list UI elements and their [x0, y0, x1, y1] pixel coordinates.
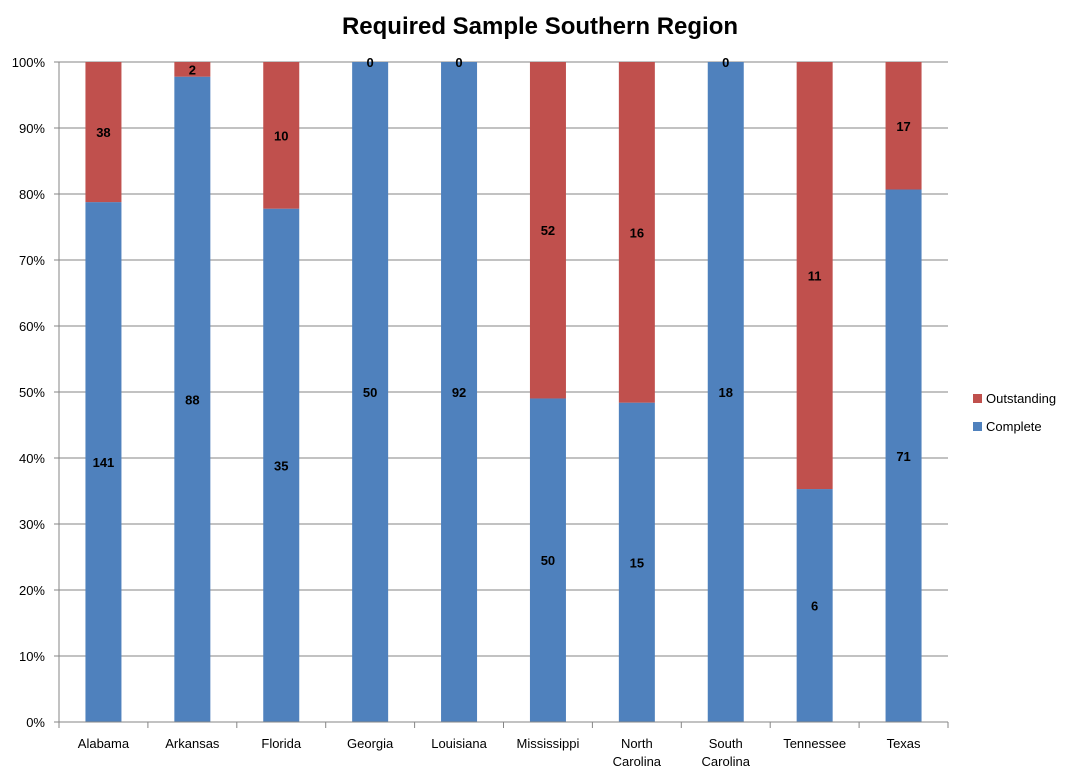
- data-label-outstanding: 11: [808, 269, 822, 284]
- legend-swatch-outstanding: [973, 394, 982, 403]
- x-category-label: Arkansas: [165, 736, 220, 751]
- data-label-outstanding: 2: [189, 62, 196, 77]
- y-tick-label: 60%: [19, 319, 45, 334]
- bar-outstanding-segment: [885, 62, 922, 190]
- bar-outstanding-segment: [174, 62, 211, 77]
- bar-complete-segment: [174, 76, 211, 722]
- legend-swatch-complete: [973, 422, 982, 431]
- x-category-label: Texas: [887, 736, 921, 751]
- data-label-complete: 71: [896, 449, 910, 464]
- chart-title: Required Sample Southern Region: [342, 13, 738, 40]
- x-category-label: Carolina: [702, 754, 751, 769]
- bar-complete-segment: [707, 62, 744, 722]
- bar-outstanding-segment: [618, 62, 655, 403]
- data-label-complete: 88: [185, 392, 199, 407]
- x-category-label: Alabama: [78, 736, 130, 751]
- bar-complete-segment: [352, 62, 389, 722]
- y-tick-label: 0%: [26, 715, 45, 730]
- data-label-outstanding: 38: [96, 125, 110, 140]
- data-labels: 141 38 88 2 35 10 50 0 92 0 50 52 15 16 18 0 6 11 71 17: [93, 55, 911, 614]
- bar-complete-segment: [263, 208, 300, 722]
- x-category-label: Louisiana: [431, 736, 487, 751]
- data-label-complete: 18: [719, 385, 733, 400]
- y-tick-label: 10%: [19, 649, 45, 664]
- bar-outstanding-segment: [529, 62, 566, 399]
- x-category-label: Tennessee: [783, 736, 846, 751]
- data-label-complete: 50: [363, 385, 377, 400]
- data-label-complete: 92: [452, 385, 466, 400]
- data-label-outstanding: 16: [630, 225, 644, 240]
- data-label-complete: 35: [274, 458, 288, 473]
- bar-complete-segment: [85, 202, 122, 723]
- y-tick-label: 20%: [19, 583, 45, 598]
- data-label-complete: 6: [811, 599, 818, 614]
- bar-complete-segment: [618, 402, 655, 722]
- data-label-outstanding: 17: [896, 119, 910, 134]
- y-tick-label: 90%: [19, 121, 45, 136]
- y-tick-label: 100%: [12, 55, 46, 70]
- data-label-complete: 15: [630, 555, 644, 570]
- legend-label-complete: Complete: [986, 419, 1042, 434]
- y-tick-label: 30%: [19, 517, 45, 532]
- y-tick-label: 70%: [19, 253, 45, 268]
- x-category-label: South: [709, 736, 743, 751]
- x-category-label: Georgia: [347, 736, 394, 751]
- bar-complete-segment: [885, 189, 922, 722]
- data-label-outstanding: 0: [722, 55, 729, 70]
- data-label-outstanding: 52: [541, 223, 555, 238]
- y-tick-label: 50%: [19, 385, 45, 400]
- bar-outstanding-segment: [85, 62, 122, 203]
- legend-label-outstanding: Outstanding: [986, 391, 1056, 406]
- bar-complete-segment: [796, 489, 833, 722]
- x-category-label: Florida: [261, 736, 302, 751]
- x-category-label: Carolina: [613, 754, 662, 769]
- y-tick-label: 80%: [19, 187, 45, 202]
- x-category-label: Mississippi: [517, 736, 580, 751]
- data-label-complete: 141: [93, 455, 115, 470]
- bar-outstanding-segment: [796, 62, 833, 490]
- bars: [85, 62, 922, 723]
- data-label-complete: 50: [541, 553, 555, 568]
- bar-complete-segment: [441, 62, 478, 722]
- axes: 0% 10% 20% 30% 40% 50% 60% 70% 80% 90% 100% Alabama…: [12, 55, 949, 769]
- y-tick-label: 40%: [19, 451, 45, 466]
- data-label-outstanding: 0: [455, 55, 462, 70]
- bar-complete-segment: [529, 398, 566, 722]
- bar-outstanding-segment: [263, 62, 300, 209]
- legend: Outstanding Complete: [973, 391, 1056, 434]
- x-category-label: North: [621, 736, 653, 751]
- data-label-outstanding: 0: [367, 55, 374, 70]
- data-label-outstanding: 10: [274, 128, 288, 143]
